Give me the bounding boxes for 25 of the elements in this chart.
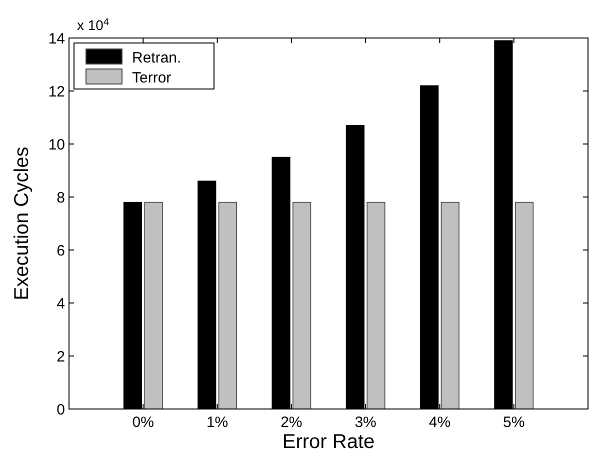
x-tick-label: 3%	[354, 414, 376, 431]
bar	[292, 202, 312, 410]
bar	[440, 202, 460, 410]
x-tick-label: 0%	[132, 414, 154, 431]
bar	[218, 202, 237, 410]
bar	[144, 202, 163, 410]
legend-label: Terror	[132, 69, 172, 86]
bar	[514, 202, 534, 410]
y-tick-label: 6	[56, 242, 65, 260]
text: x 10$^{4}$	[77, 16, 110, 33]
bar	[366, 202, 386, 410]
x-axis-title: Error Rate	[282, 431, 375, 453]
y-tick-label: 8	[56, 189, 65, 206]
y-tick-label: 14	[48, 30, 65, 48]
x-tick-label: 2%	[280, 414, 302, 431]
legend-label: Retran.	[132, 49, 182, 66]
y-tick-label: 2	[56, 348, 65, 366]
y-tick-label: 0	[56, 401, 65, 418]
y-tick-label: 4	[56, 295, 65, 312]
y-axis-title: Execution Cycles	[11, 146, 33, 300]
y-tick-label: 12	[48, 83, 65, 100]
x-tick-label: 4%	[428, 414, 451, 431]
y-tick-label: 10	[48, 136, 65, 154]
x-tick-label: 1%	[206, 414, 228, 431]
x-tick-label: 5%	[503, 414, 525, 431]
